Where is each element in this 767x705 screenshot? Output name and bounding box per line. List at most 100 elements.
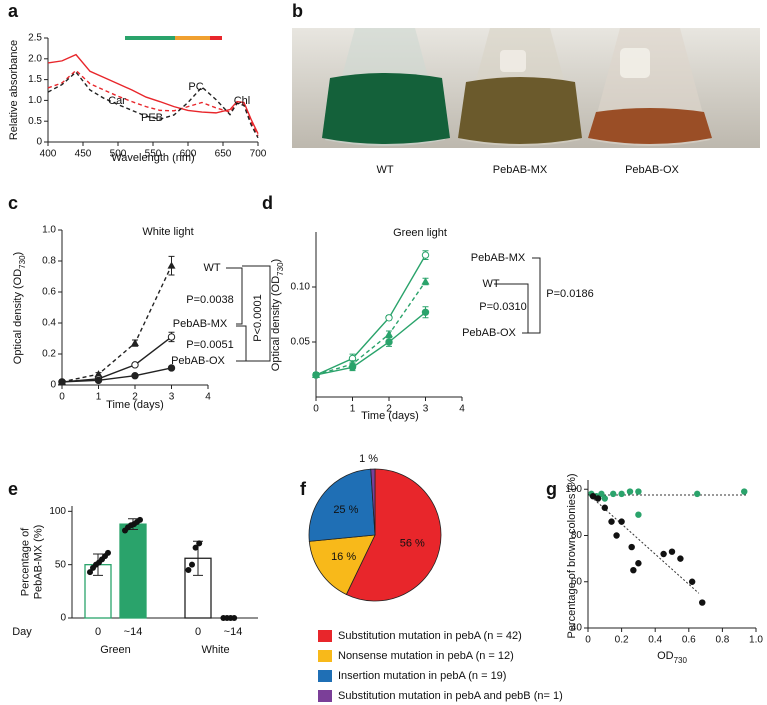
- x-tick-label: 4: [459, 404, 465, 415]
- panel-letter: c: [8, 193, 18, 213]
- chart-title: White light: [142, 226, 193, 238]
- series-line: [47, 71, 259, 139]
- y-tick-label: 100: [49, 506, 66, 517]
- panel-letter: d: [262, 193, 273, 213]
- y-axis-label-line: Percentage of: [19, 527, 31, 596]
- data-point: [613, 532, 620, 539]
- series-line: [61, 336, 172, 383]
- x-tick-label: 0: [313, 404, 319, 415]
- y-tick-label: 0.8: [42, 256, 56, 267]
- data-point: [630, 566, 637, 574]
- data-point: [196, 540, 203, 547]
- pie-slice: [308, 534, 376, 595]
- slice-label: 1 %: [359, 453, 378, 465]
- x-axis-label: Time (days): [361, 410, 419, 422]
- x-tick-label: 0: [585, 635, 591, 646]
- y-tick-label: 2.5: [28, 33, 42, 44]
- y-axis-label-part: Optical density (OD: [12, 269, 24, 364]
- marker: [167, 364, 176, 372]
- x-tick-label: 1: [350, 404, 356, 415]
- x-tick-label: ~14: [124, 626, 143, 638]
- x-axis-label-sub: 730: [674, 656, 688, 665]
- marker: [94, 376, 103, 385]
- y-tick-label: 0.05: [291, 337, 311, 348]
- y-axis-label: Relative absorbance: [8, 40, 20, 140]
- pie-slice: [345, 468, 442, 602]
- legend-label: Nonsense mutation in pebA (n = 12): [338, 650, 514, 662]
- data-point: [677, 555, 684, 562]
- y-tick-label: 50: [55, 559, 67, 570]
- y-tick-label: 40: [571, 623, 583, 634]
- x-tick-label: 600: [180, 149, 197, 160]
- panel-letter: a: [8, 1, 19, 21]
- legend-label: Substitution mutation in pebA and pebB (…: [338, 690, 563, 702]
- marker: [131, 361, 139, 369]
- data-point: [105, 549, 111, 556]
- y-tick-label: 0.10: [291, 282, 311, 293]
- y-axis-label: Percentage of brown colonies (%): [566, 473, 578, 638]
- x-tick-label: ~14: [224, 626, 243, 638]
- legend-swatch: [318, 650, 332, 662]
- color-band: [175, 36, 210, 40]
- y-tick-label: 0: [60, 613, 66, 624]
- y-tick-label: 60: [571, 576, 583, 587]
- data-point: [660, 550, 667, 558]
- annotation: P<0.0001: [252, 294, 264, 341]
- y-tick-label: 2.0: [28, 53, 42, 64]
- x-tick-label: 650: [215, 149, 232, 160]
- annotation: PC: [188, 81, 203, 93]
- annotation: PEB: [141, 112, 163, 124]
- data-point: [635, 560, 642, 567]
- x-axis-label: Time (days): [106, 399, 164, 411]
- data-point: [137, 516, 143, 523]
- data-point: [618, 518, 625, 525]
- marker: [167, 333, 176, 341]
- data-point: [618, 490, 625, 498]
- annotation: P=0.0310: [479, 301, 526, 313]
- series-label: WT: [482, 278, 499, 290]
- marker: [385, 314, 393, 322]
- marker: [94, 370, 103, 378]
- x-tick-label: 400: [40, 149, 57, 160]
- data-point: [610, 490, 617, 498]
- series-label: PebAB-OX: [462, 327, 516, 339]
- annotation: Chl: [234, 95, 251, 107]
- legend-swatch: [318, 690, 332, 702]
- y-tick-label: 1.5: [28, 74, 42, 85]
- panel-letter: f: [300, 479, 307, 499]
- x-tick-label: 0: [59, 392, 65, 403]
- data-point: [688, 578, 696, 585]
- marker: [421, 251, 430, 259]
- annotation: P=0.0038: [186, 294, 233, 306]
- y-axis-label-sub: 730: [18, 255, 27, 269]
- panel-letter: b: [292, 1, 303, 21]
- x-tick-label: 0.8: [715, 635, 729, 646]
- pie-slice: [308, 468, 376, 542]
- data-point: [635, 511, 642, 518]
- x-tick-label: 0.6: [682, 635, 696, 646]
- marker: [131, 339, 139, 347]
- data-point: [589, 492, 597, 500]
- annotation: Car: [108, 95, 126, 107]
- marker: [421, 277, 430, 285]
- slice-label: 25 %: [333, 504, 358, 516]
- series-line: [315, 254, 427, 376]
- x-tick-label: 2: [132, 392, 138, 403]
- y-tick-label: 100: [565, 484, 582, 495]
- x-tick-label: 4: [205, 392, 211, 403]
- x-tick-label: 3: [423, 404, 429, 415]
- x-tick-label: 2: [386, 404, 392, 415]
- data-point: [668, 548, 676, 555]
- pie-slice: [370, 468, 376, 536]
- brackets: [494, 257, 541, 334]
- data-point: [594, 495, 602, 502]
- y-axis-label: Optical density (OD730): [12, 252, 27, 364]
- series-line: [47, 69, 259, 137]
- series-label: PebAB-OX: [171, 355, 225, 367]
- color-band: [125, 36, 175, 40]
- group-label: White: [201, 644, 229, 656]
- series-label: PebAB-MX: [173, 318, 228, 330]
- y-tick-label: 0.2: [42, 349, 56, 360]
- chart-title: Green light: [393, 227, 447, 239]
